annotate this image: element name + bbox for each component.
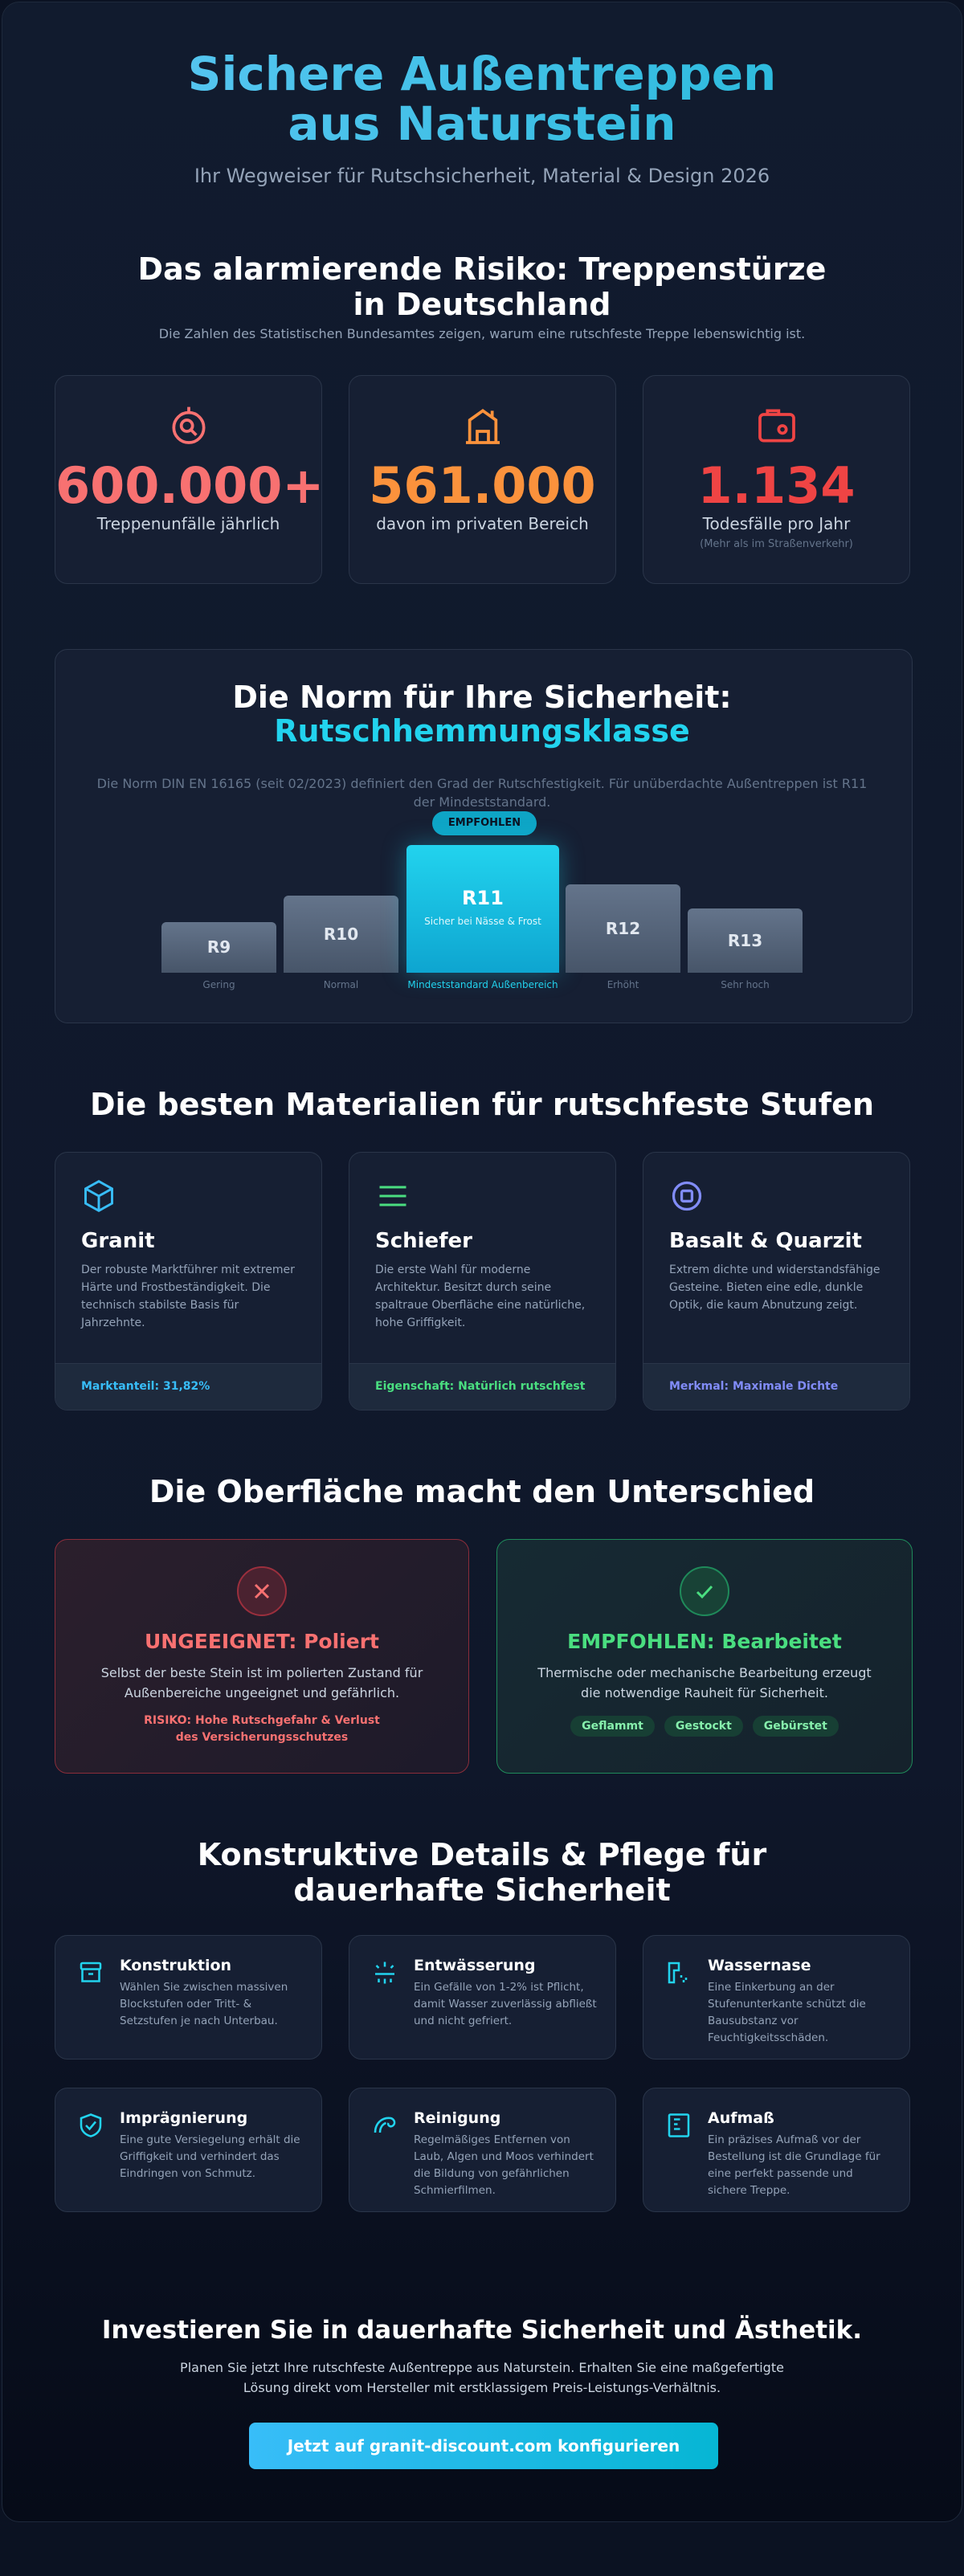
- icon: [80, 2113, 102, 2137]
- section-title: Die besten Materialien für rutschfeste S…: [89, 1087, 875, 1122]
- detail-card: Imprägnierung Eine gute Versiegelung erhä…: [55, 2088, 322, 2212]
- stat-value: 600.000+: [55, 456, 325, 515]
- icon: [379, 1186, 406, 1206]
- material-card: Basalt & Quarzit Extrem dichte und wider…: [643, 1152, 910, 1410]
- detail-title: Imprägnierung: [120, 2109, 248, 2127]
- section-title: Konstruktive Details & Pflege für dauerh…: [197, 1837, 767, 1908]
- stat-value: 1.134: [697, 456, 856, 515]
- detail-card: Wassernase Eine Einkerbung an der Stufenu…: [643, 1935, 910, 2060]
- detail-title: Wassernase: [708, 1957, 811, 1974]
- detail-title: Entwässerung: [414, 1957, 536, 1974]
- detail-text: Eine gute Versiegelung erhält die Griffi…: [120, 2133, 300, 2180]
- detail-text: Eine Einkerbung an der Stufenunterkante …: [708, 1981, 866, 2044]
- icon: [672, 1181, 702, 1211]
- class-bar: R13: [688, 908, 803, 973]
- icon: [84, 1179, 113, 1213]
- icon: [465, 409, 500, 444]
- detail-card: Konstruktion Wählen Sie zwischen massiven…: [55, 1935, 322, 2060]
- material-name: Granit: [81, 1229, 155, 1253]
- class-label: Gering: [202, 979, 235, 990]
- stat-card: 600.000+ Treppenunfälle jährlich: [55, 375, 325, 584]
- section-subtitle: Die Zahlen des Statistischen Bundesamtes…: [158, 326, 806, 341]
- detail-text: Regelmäßiges Entfernen von Laub, Algen u…: [414, 2133, 594, 2197]
- cta-title: Investieren Sie in dauerhafte Sicherheit…: [101, 2316, 863, 2345]
- good-card: EMPFOHLEN: Bearbeitet Thermische oder me…: [496, 1539, 913, 1774]
- tags: Geflammt Gestockt Gebürstet: [497, 1716, 912, 1737]
- material-footer: Eigenschaft: Natürlich rutschfest: [349, 1363, 615, 1410]
- norm-text: Die Norm DIN EN 16165 (seit 02/2023) def…: [96, 776, 868, 810]
- class-sublabel: Sicher bei Nässe & Frost: [424, 916, 541, 927]
- detail-title: Reinigung: [414, 2109, 501, 2127]
- bad-text: Selbst der beste Stein ist im polierten …: [100, 1665, 423, 1700]
- norm-highlight: Rutschhemmungsklasse: [274, 713, 690, 749]
- class-bar: R9: [161, 922, 276, 973]
- material-text: Der robuste Marktführer mit extremer Här…: [81, 1264, 295, 1329]
- stat-card: 561.000 davon im privaten Bereich: [349, 375, 616, 584]
- icon: [668, 1962, 688, 1984]
- detail-card: Aufmaß Ein präzises Aufmaß vor der Bestel…: [643, 2088, 910, 2212]
- stat-note: (Mehr als im Straßenverkehr): [700, 538, 853, 550]
- page-card: Sichere Außentreppen aus Naturstein Ihr …: [2, 2, 962, 2522]
- material-card: Granit Der robuste Marktführer mit extre…: [55, 1152, 322, 1410]
- detail-card: Reinigung Regelmäßiges Entfernen von Laub…: [349, 2088, 616, 2212]
- material-card: Schiefer Die erste Wahl für moderne Arch…: [349, 1152, 616, 1410]
- detail-title: Aufmaß: [708, 2109, 774, 2127]
- class-name: R11: [462, 887, 504, 909]
- detail-text: Ein präzises Aufmaß vor der Bestellung i…: [708, 2133, 880, 2197]
- stat-value: 561.000: [369, 456, 596, 515]
- stat-label: Todesfälle pro Jahr: [702, 514, 851, 533]
- bad-title: UNGEEIGNET: Poliert: [145, 1630, 379, 1653]
- cta-button[interactable]: Jetzt auf granit-discount.com konfigurie…: [249, 2423, 718, 2469]
- class-bar: R10: [284, 896, 398, 973]
- icon: [758, 409, 795, 443]
- tag: Gestockt: [664, 1716, 743, 1737]
- class-label: Normal: [323, 979, 359, 990]
- class-bar: R12: [566, 884, 680, 973]
- tag: Geflammt: [570, 1716, 655, 1737]
- class-bar-highlight: R11 Sicher bei Nässe & Frost: [406, 845, 559, 973]
- material-name: Basalt & Quarzit: [669, 1229, 862, 1253]
- cta-text: Planen Sie jetzt Ihre rutschfeste Außent…: [180, 2360, 784, 2395]
- material-text: Extrem dichte und widerstandsfähige Gest…: [669, 1264, 880, 1312]
- material-footer: Marktanteil: 31,82%: [55, 1363, 321, 1410]
- icon: [80, 1962, 102, 1982]
- norm-title: Die Norm für Ihre Sicherheit:: [232, 680, 732, 715]
- icon: [171, 406, 206, 444]
- title: Sichere Außentreppen aus Naturstein: [2, 49, 962, 149]
- bad-warning: RISIKO: Hohe Rutschgefahr & Verlust des …: [144, 1714, 380, 1744]
- class-label: Mindeststandard Außenbereich: [407, 979, 558, 990]
- icon: [375, 1962, 394, 1984]
- detail-text: Wählen Sie zwischen massiven Blockstufen…: [120, 1981, 288, 2027]
- class-label: Sehr hoch: [721, 979, 770, 990]
- tag: Gebürstet: [752, 1716, 839, 1737]
- good-text: Thermische oder mechanische Bearbeitung …: [537, 1665, 872, 1700]
- stat-label: davon im privaten Bereich: [376, 514, 589, 533]
- section-title: Das alarmierende Risiko: Treppenstürze i…: [137, 251, 827, 322]
- good-title: EMPFOHLEN: Bearbeitet: [567, 1630, 842, 1653]
- bars: R9 R10 R11 Sicher bei Nässe & Frost R12 …: [2, 2, 962, 973]
- icon: [237, 1566, 287, 1616]
- icon: [668, 2113, 690, 2137]
- icon: [680, 1566, 729, 1616]
- badge: EMPFOHLEN: [432, 811, 537, 835]
- material-footer: Merkmal: Maximale Dichte: [643, 1363, 909, 1410]
- icon: [374, 2117, 396, 2133]
- subtitle: Ihr Wegweiser für Rutschsicherheit, Mate…: [194, 165, 770, 187]
- stat-label: Treppenunfälle jährlich: [96, 514, 280, 533]
- class-label: Erhöht: [607, 979, 639, 990]
- detail-text: Ein Gefälle von 1-2% ist Pflicht, damit …: [414, 1981, 597, 2027]
- material-text: Die erste Wahl für moderne Architektur. …: [375, 1264, 586, 1329]
- section-title: Die Oberfläche macht den Unterschied: [149, 1474, 815, 1509]
- stat-card: 1.134 Todesfälle pro Jahr (Mehr als im S…: [643, 375, 910, 584]
- detail-card: Entwässerung Ein Gefälle von 1-2% ist Pfl…: [349, 1935, 616, 2060]
- detail-title: Konstruktion: [120, 1957, 232, 1974]
- material-name: Schiefer: [375, 1229, 472, 1253]
- bad-card: UNGEEIGNET: Poliert Selbst der beste Ste…: [55, 1539, 469, 1774]
